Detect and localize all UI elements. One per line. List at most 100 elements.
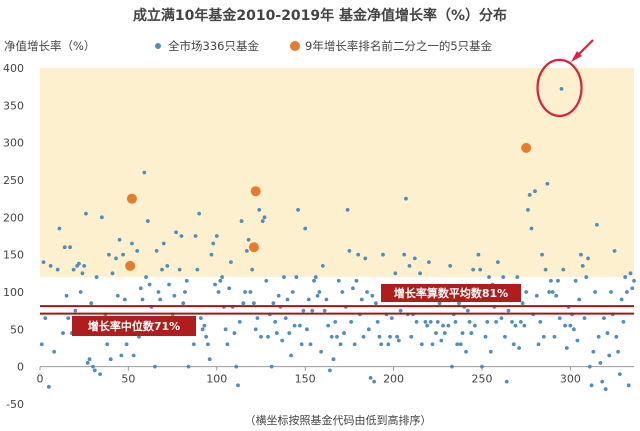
data-point — [412, 256, 417, 261]
data-point — [121, 252, 125, 257]
data-point — [545, 181, 550, 186]
data-point — [206, 342, 210, 347]
data-point — [303, 226, 308, 231]
data-point — [255, 316, 260, 321]
data-point — [351, 286, 355, 291]
data-point — [586, 256, 590, 261]
data-point — [594, 222, 599, 227]
data-point — [582, 316, 587, 321]
data-point — [589, 383, 594, 388]
highlight-data-point — [250, 186, 261, 197]
data-point — [619, 297, 624, 302]
data-point — [271, 301, 276, 306]
data-point — [324, 297, 329, 302]
data-point — [533, 189, 537, 194]
highlight-data-point — [521, 142, 532, 153]
data-point — [396, 338, 401, 343]
data-point — [478, 267, 483, 272]
data-point — [520, 301, 525, 306]
data-point — [333, 319, 338, 324]
x-tick-label: 50 — [121, 373, 135, 386]
data-point — [404, 196, 408, 201]
data-point — [503, 334, 507, 339]
data-point — [62, 245, 67, 250]
data-point — [513, 323, 518, 328]
data-point — [625, 290, 629, 294]
data-point — [296, 207, 301, 212]
data-point — [577, 297, 582, 302]
x-axis-ticks: 0 50 100 150 200 250 300 — [37, 366, 581, 386]
data-point — [282, 275, 286, 279]
y-tick-label: 150 — [3, 249, 24, 262]
highlight-arrow — [571, 39, 594, 62]
data-point — [87, 357, 92, 362]
data-point — [494, 319, 499, 324]
highlight-data-point — [248, 242, 259, 253]
data-point — [276, 293, 281, 298]
data-point — [280, 338, 285, 343]
highlight-band — [40, 68, 634, 278]
data-point — [388, 334, 392, 339]
data-point — [547, 290, 552, 294]
data-point — [260, 219, 265, 223]
data-point — [579, 252, 583, 257]
data-point — [543, 267, 548, 272]
data-point — [522, 323, 527, 328]
data-point — [301, 308, 306, 313]
data-point — [349, 319, 354, 324]
data-point — [262, 215, 267, 220]
data-point — [246, 237, 251, 242]
data-point — [216, 290, 221, 294]
data-point — [499, 316, 504, 321]
data-point — [52, 349, 57, 354]
data-point — [600, 379, 605, 384]
data-point — [130, 241, 134, 246]
data-point — [368, 375, 373, 380]
data-point — [559, 87, 564, 91]
data-point — [593, 290, 598, 294]
data-point — [541, 334, 546, 339]
data-point — [248, 290, 253, 294]
data-point — [167, 282, 171, 287]
data-point — [467, 319, 472, 324]
data-point — [223, 327, 228, 332]
data-point — [437, 301, 442, 306]
data-point — [527, 193, 532, 197]
data-point — [540, 252, 544, 257]
data-point — [232, 331, 237, 335]
data-point — [135, 249, 140, 253]
data-point — [241, 301, 246, 306]
data-point — [460, 331, 465, 335]
data-point — [511, 342, 516, 347]
data-point — [418, 271, 422, 276]
median-annotation-text: 增长率中位数71% — [88, 319, 180, 333]
data-point — [365, 290, 369, 294]
data-point — [428, 319, 433, 324]
data-point — [305, 327, 309, 332]
x-tick-label: 300 — [560, 373, 581, 386]
data-point — [177, 267, 182, 272]
data-point — [612, 249, 617, 253]
data-point — [614, 334, 619, 339]
data-point — [237, 319, 242, 324]
data-point — [142, 170, 147, 175]
data-point — [495, 260, 500, 265]
data-point — [46, 384, 51, 389]
data-point — [117, 237, 122, 242]
data-point — [294, 275, 299, 279]
data-point — [584, 275, 589, 279]
data-point — [193, 234, 198, 238]
data-point — [119, 353, 124, 358]
data-point — [195, 267, 200, 272]
y-axis-label: 净值增长率（%） — [4, 39, 95, 53]
data-point — [229, 260, 233, 265]
data-point — [154, 249, 159, 253]
data-point — [430, 342, 435, 347]
data-point — [308, 342, 313, 347]
data-point — [596, 334, 601, 339]
data-point — [236, 383, 240, 388]
data-point — [352, 342, 357, 347]
data-point — [366, 327, 371, 332]
data-point — [621, 319, 626, 324]
y-tick-label: 200 — [3, 211, 24, 224]
